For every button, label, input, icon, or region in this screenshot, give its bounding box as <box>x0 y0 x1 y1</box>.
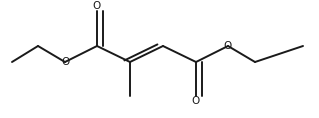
Text: O: O <box>61 57 69 67</box>
Text: O: O <box>93 1 101 11</box>
Text: O: O <box>192 96 200 106</box>
Text: O: O <box>224 41 232 51</box>
